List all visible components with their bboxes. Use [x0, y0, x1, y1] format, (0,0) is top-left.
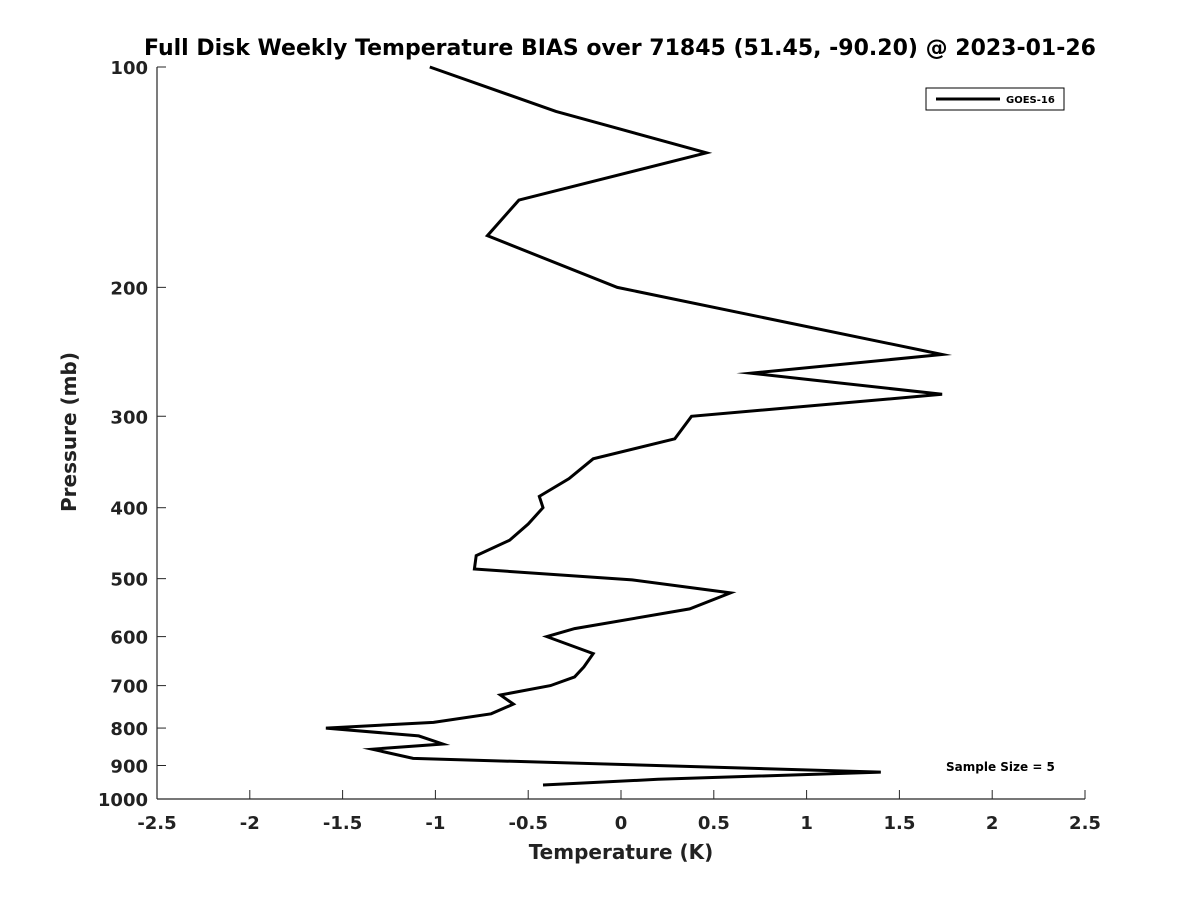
axes-layer: -2.5 -2 -1.5 -1 -0.5 0 0.5 1 1.5 2 2.5 100 200 300 400… — [98, 58, 1101, 834]
x-tick-label: -0.5 — [509, 813, 548, 834]
y-tick-label: 600 — [110, 628, 148, 649]
y-tick-label: 1000 — [98, 790, 148, 811]
y-tick-label: 400 — [110, 499, 148, 520]
series-line-goes-16 — [325, 65, 953, 787]
x-tick-label: 2 — [986, 813, 999, 834]
y-tick-label: 800 — [110, 719, 148, 740]
x-axis-label: Temperature (K) — [529, 840, 714, 864]
y-tick-label: 700 — [110, 677, 148, 698]
chart-title: Full Disk Weekly Temperature BIAS over 7… — [144, 36, 1096, 61]
x-tick-label: 0 — [615, 813, 628, 834]
x-tick-label: 2.5 — [1069, 813, 1101, 834]
y-tick-label: 500 — [110, 570, 148, 591]
x-tick-label: -1.5 — [323, 813, 362, 834]
x-tick-label: -2 — [240, 813, 260, 834]
series-layer — [325, 65, 953, 787]
y-tick-label: 900 — [110, 757, 148, 778]
y-tick-label: 100 — [110, 58, 148, 79]
y-axis-label: Pressure (mb) — [57, 352, 81, 512]
x-tick-label: -2.5 — [137, 813, 176, 834]
x-tick-label: 1.5 — [883, 813, 915, 834]
y-tick-label: 300 — [110, 407, 148, 428]
legend-entry-label: GOES-16 — [1006, 95, 1055, 106]
x-tick-label: 1 — [800, 813, 813, 834]
x-tick-label: -1 — [425, 813, 445, 834]
sample-size-annotation: Sample Size = 5 — [946, 760, 1055, 774]
legend: GOES-16 — [925, 87, 1065, 111]
x-tick-label: 0.5 — [698, 813, 730, 834]
y-tick-label: 200 — [110, 278, 148, 299]
